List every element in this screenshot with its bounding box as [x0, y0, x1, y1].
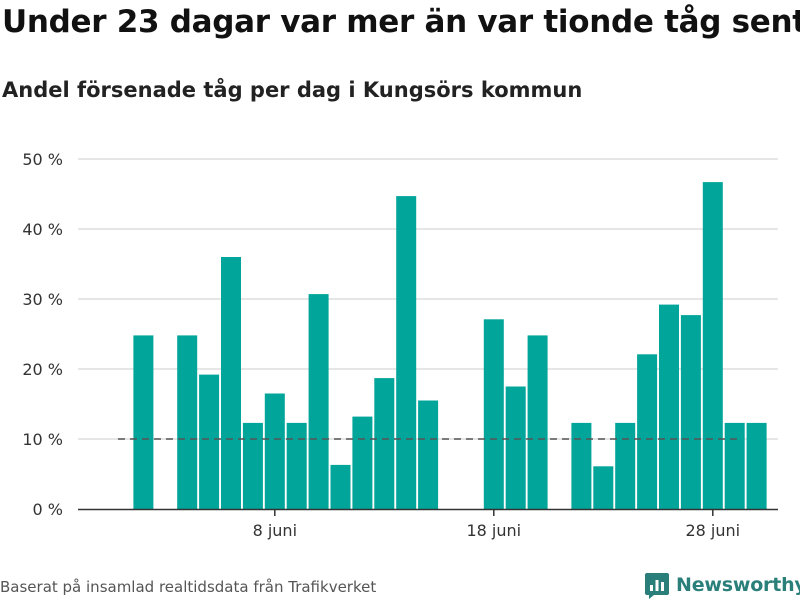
bar-18-juni	[483, 319, 504, 509]
bar-19-juni	[505, 386, 526, 509]
newsworthy-logo-icon	[645, 573, 669, 599]
bar-13-juni	[374, 378, 395, 509]
y-tick-label: 50 %	[22, 150, 63, 169]
bar-26-juni	[659, 304, 679, 509]
brand-name: Newsworthy	[676, 574, 800, 596]
bar-12-juni	[352, 416, 373, 509]
bar-5-juni	[199, 374, 220, 509]
chart-title: Under 23 dagar var mer än var tionde tåg…	[2, 4, 800, 40]
bar-15-juni	[418, 400, 439, 509]
bar-28-juni	[702, 182, 723, 509]
bar-25-juni	[637, 354, 658, 509]
bars	[133, 182, 767, 509]
source-note: Baserat på insamlad realtidsdata från Tr…	[0, 578, 377, 596]
axes	[78, 508, 778, 516]
y-tick-label: 10 %	[22, 430, 63, 449]
axis-labels: 0 % 10 % 20 % 30 % 40 % 50 % 8 juni 18 juni 28 j…	[22, 150, 740, 540]
bar-2-juni	[133, 335, 154, 509]
bar-27-juni	[680, 315, 701, 509]
x-tick-label: 18 juni	[466, 521, 521, 540]
brand-logo[interactable]: Newsworthy	[644, 569, 800, 601]
bar-24-juni	[615, 422, 636, 509]
bar-4-juni	[177, 335, 198, 509]
bar-22-juni	[571, 422, 592, 509]
bar-7-juni	[242, 422, 263, 509]
x-tick-label: 8 juni	[253, 521, 297, 540]
y-tick-label: 0 %	[33, 500, 63, 519]
bar-11-juni	[330, 464, 351, 509]
chart-subtitle: Andel försenade tåg per dag i Kungsörs k…	[2, 78, 583, 102]
y-tick-label: 30 %	[22, 290, 63, 309]
bar-9-juni	[286, 422, 307, 509]
bar-6-juni	[221, 257, 241, 509]
bar-29-juni	[724, 422, 745, 509]
y-tick-label: 40 %	[22, 220, 63, 239]
bar-8-juni	[264, 393, 285, 509]
bar-14-juni	[396, 196, 417, 509]
bar-30-juni	[746, 422, 767, 509]
y-tick-label: 20 %	[22, 360, 63, 379]
x-tick-label: 28 juni	[685, 521, 740, 540]
bar-23-juni	[593, 466, 614, 509]
bar-10-juni	[308, 294, 329, 509]
bar-20-juni	[527, 335, 548, 509]
